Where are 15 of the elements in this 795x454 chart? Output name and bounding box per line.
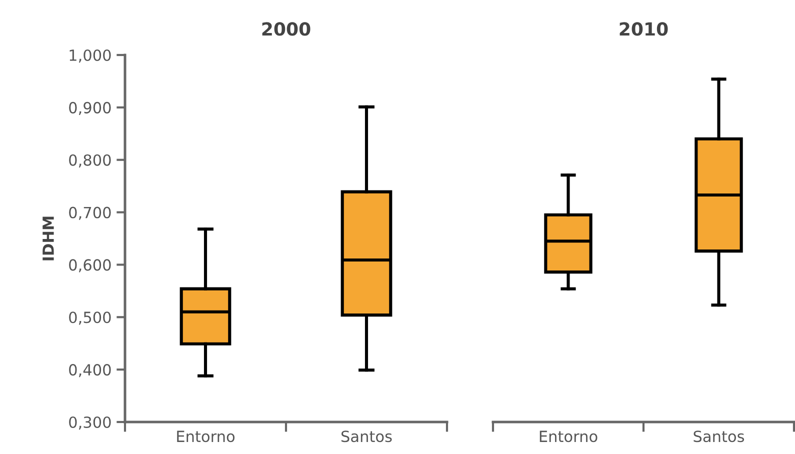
y-tick-label: 0,700 xyxy=(69,206,111,220)
x-tick-label: Entorno xyxy=(177,430,235,442)
y-tick-label: 0,300 xyxy=(69,416,111,430)
chart-title: 2010 xyxy=(620,22,668,36)
y-tick-label: 1,000 xyxy=(70,49,111,63)
y-tick-label: 0,500 xyxy=(69,312,111,325)
y-tick-label: 0,600 xyxy=(69,259,111,272)
chart-title: 2000 xyxy=(262,22,310,36)
x-tick-label: Santos xyxy=(694,430,744,442)
x-tick-label: Entorno xyxy=(540,430,598,442)
y-axis-title: IDHM xyxy=(42,216,54,260)
y-tick-label: 0,800 xyxy=(69,154,111,168)
y-tick-label: 0,900 xyxy=(69,102,111,116)
y-tick-label: 0,400 xyxy=(69,364,111,378)
x-tick-label: Santos xyxy=(341,430,392,442)
